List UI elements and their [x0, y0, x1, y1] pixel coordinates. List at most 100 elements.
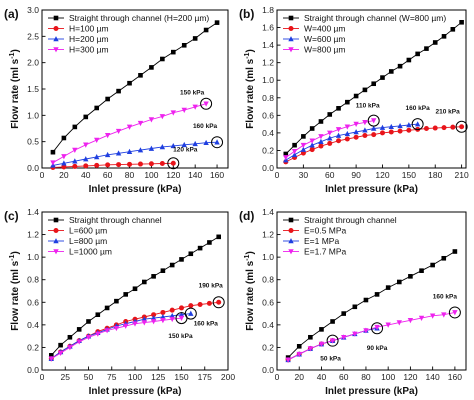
x-tick-label: 160 [448, 372, 462, 382]
y-tick-label: 0.4 [262, 320, 274, 330]
data-point [170, 142, 176, 149]
data-point [94, 105, 100, 111]
legend-marker [53, 217, 59, 223]
annotation-label: 50 kPa [320, 356, 341, 363]
data-point [179, 305, 184, 311]
data-point [336, 138, 342, 144]
data-point [318, 341, 325, 347]
data-series [50, 160, 176, 170]
y-tick-label: 1.2 [262, 58, 274, 68]
data-point [50, 160, 56, 166]
data-point [309, 142, 315, 148]
data-point [160, 314, 166, 320]
y-tick-label: 1.2 [27, 230, 39, 240]
data-point [396, 320, 402, 326]
data-point [72, 124, 78, 130]
data-point [61, 135, 67, 141]
data-point [318, 138, 324, 144]
x-axis-label: Inlet pressure (kPa) [325, 184, 418, 195]
data-point [160, 56, 165, 62]
data-point [371, 132, 377, 138]
data-point [415, 51, 420, 57]
y-tick-label: 1.0 [262, 75, 274, 85]
data-point [197, 245, 203, 251]
data-point [123, 292, 128, 297]
data-point [441, 34, 447, 39]
data-point [86, 319, 91, 324]
data-point [206, 300, 212, 306]
x-tick-label: 150 [174, 372, 188, 382]
data-point [105, 96, 110, 102]
data-point [353, 134, 359, 140]
data-point [137, 147, 144, 153]
data-point [370, 125, 377, 131]
series-line [52, 162, 174, 168]
data-point [104, 328, 110, 334]
annotation-label: 150 kPa [180, 90, 205, 97]
y-axis-label: Flow rate (ml s-1) [244, 251, 256, 331]
legend-marker [288, 217, 294, 223]
x-tick-label: 40 [317, 372, 327, 382]
data-series [50, 20, 220, 155]
data-point [362, 133, 368, 139]
data-point [352, 331, 358, 337]
legend-marker [53, 15, 59, 21]
data-point [142, 279, 147, 285]
data-point [104, 151, 111, 158]
legend-marker [53, 26, 59, 31]
data-point [397, 122, 403, 129]
data-point [151, 312, 157, 318]
data-point [459, 124, 465, 130]
legend-label: L=1000 µm [69, 247, 112, 257]
data-point [353, 129, 359, 135]
legend-label: L=800 µm [69, 236, 107, 246]
data-point [115, 150, 122, 156]
y-tick-label: 0.8 [27, 275, 39, 285]
data-point [301, 134, 306, 139]
x-tick-label: 20 [59, 170, 69, 180]
data-point [432, 125, 438, 131]
data-point [388, 129, 394, 135]
data-point [423, 126, 429, 131]
data-point [318, 119, 324, 124]
legend-marker [288, 36, 294, 42]
y-axis-label-main: Flow rate (ml s [10, 260, 21, 330]
data-point [283, 155, 289, 161]
data-point [114, 298, 119, 304]
series-line [287, 311, 455, 361]
highlight-circle [411, 118, 424, 131]
y-axis-label: Flow rate (ml s-1) [9, 251, 21, 331]
x-tick-label: 200 [221, 372, 235, 382]
highlight-circle [167, 157, 180, 170]
x-tick-label: 60 [339, 372, 349, 382]
y-tick-label: 1.0 [27, 110, 39, 120]
data-point [148, 117, 155, 123]
data-point [94, 154, 100, 160]
x-tick-label: 140 [426, 372, 440, 382]
legend-marker [288, 238, 294, 244]
data-point [406, 57, 412, 63]
x-tick-label: 175 [198, 372, 212, 382]
data-point [452, 249, 458, 254]
y-tick-label: 2.0 [27, 58, 39, 68]
data-series [50, 139, 220, 168]
data-point [362, 120, 368, 126]
series-line [285, 123, 418, 161]
data-point [123, 323, 129, 329]
data-point [344, 136, 350, 142]
highlight-circle [448, 306, 461, 319]
data-point [452, 310, 458, 316]
data-point [138, 73, 143, 78]
annotation-label: 160 kPa [194, 321, 219, 328]
y-tick-label: 0.6 [27, 297, 39, 307]
y-axis-label-end: ) [245, 49, 256, 52]
y-tick-label: 1.2 [262, 230, 274, 240]
data-point [137, 161, 143, 167]
data-point [48, 356, 54, 362]
data-point [327, 112, 333, 117]
data-point [341, 311, 347, 316]
data-point [214, 20, 220, 25]
y-tick-label: 0.8 [262, 275, 274, 285]
y-axis-label-sup: -1 [244, 52, 251, 58]
